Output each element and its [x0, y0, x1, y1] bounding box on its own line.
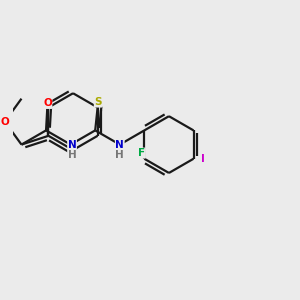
- Text: I: I: [202, 154, 206, 164]
- Text: H: H: [116, 150, 124, 161]
- Text: S: S: [94, 97, 102, 107]
- Text: F: F: [138, 148, 145, 158]
- Text: N: N: [116, 140, 124, 150]
- Text: N: N: [68, 140, 76, 150]
- Text: O: O: [43, 98, 52, 108]
- Text: H: H: [68, 150, 76, 161]
- Text: O: O: [0, 117, 9, 127]
